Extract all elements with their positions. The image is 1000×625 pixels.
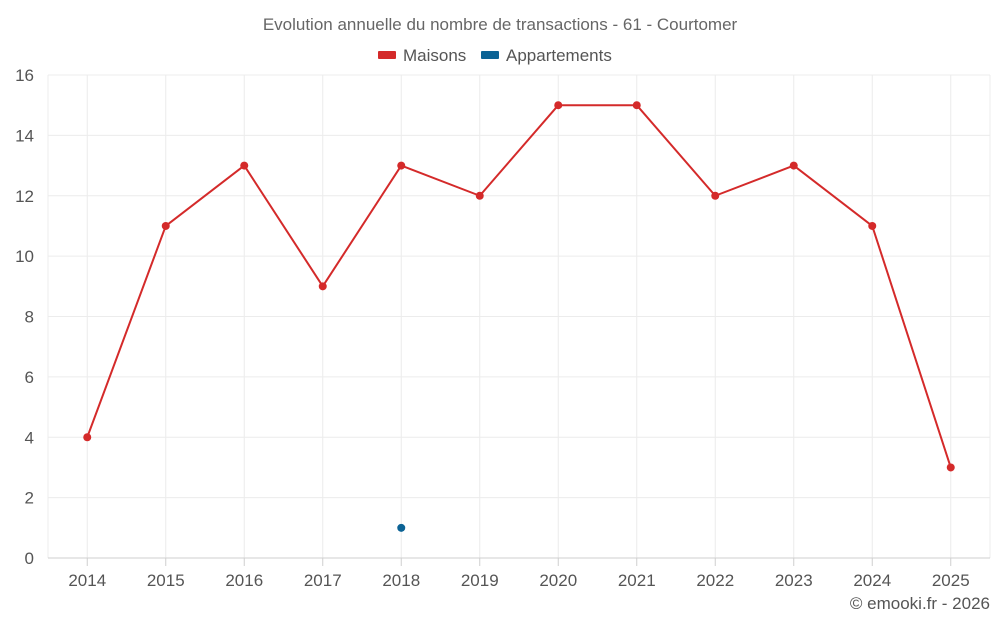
data-point-maisons[interactable] (789, 161, 798, 170)
y-tick-label: 2 (25, 489, 34, 508)
legend-swatch-maisons (378, 51, 396, 59)
legend: Maisons Appartements (378, 46, 612, 65)
data-point-maisons[interactable] (711, 191, 720, 200)
data-point-maisons[interactable] (83, 433, 92, 442)
series-appartements (397, 523, 406, 532)
data-point-maisons[interactable] (632, 101, 641, 110)
axes: 0 2 4 6 8 10 12 14 16 2014 2015 2016 2017 2018 2019 202… (15, 66, 990, 590)
y-tick-label: 6 (25, 368, 34, 387)
gridlines (47, 74, 991, 558)
y-tick-label: 8 (25, 308, 34, 327)
x-tick-label: 2019 (461, 571, 499, 590)
data-point-maisons[interactable] (868, 221, 877, 230)
x-tick-label: 2023 (775, 571, 813, 590)
y-tick-label: 16 (15, 66, 34, 85)
data-point-appartements[interactable] (397, 523, 406, 532)
x-tick-label: 2020 (539, 571, 577, 590)
y-tick-label: 10 (15, 247, 34, 266)
series-line-maisons (86, 104, 952, 468)
legend-label-appartements: Appartements (506, 46, 612, 65)
chart-title: Evolution annuelle du nombre de transact… (263, 15, 738, 34)
y-tick-label: 0 (25, 549, 34, 568)
x-tick-label: 2018 (382, 571, 420, 590)
x-tick-label: 2016 (225, 571, 263, 590)
data-point-maisons[interactable] (397, 161, 406, 170)
y-tick-label: 12 (15, 187, 34, 206)
series (83, 101, 955, 532)
x-tick-label: 2025 (932, 571, 970, 590)
legend-item-appartements[interactable]: Appartements (481, 46, 612, 65)
data-point-maisons[interactable] (475, 191, 484, 200)
legend-swatch-appartements (481, 51, 499, 59)
x-tick-label: 2015 (147, 571, 185, 590)
x-tick-label: 2017 (304, 571, 342, 590)
x-tick-label: 2014 (68, 571, 106, 590)
data-point-maisons[interactable] (946, 463, 955, 472)
y-tick-label: 14 (15, 126, 34, 145)
legend-label-maisons: Maisons (403, 46, 466, 65)
data-point-maisons[interactable] (161, 221, 170, 230)
legend-item-maisons[interactable]: Maisons (378, 46, 466, 65)
data-point-maisons[interactable] (554, 101, 563, 110)
x-tick-label: 2021 (618, 571, 656, 590)
x-tick-label: 2024 (853, 571, 891, 590)
data-point-maisons[interactable] (240, 161, 249, 170)
data-point-maisons[interactable] (318, 282, 327, 291)
y-tick-label: 4 (25, 428, 34, 447)
series-maisons (83, 101, 955, 472)
x-tick-label: 2022 (696, 571, 734, 590)
credit-text: © emooki.fr - 2026 (850, 594, 990, 613)
